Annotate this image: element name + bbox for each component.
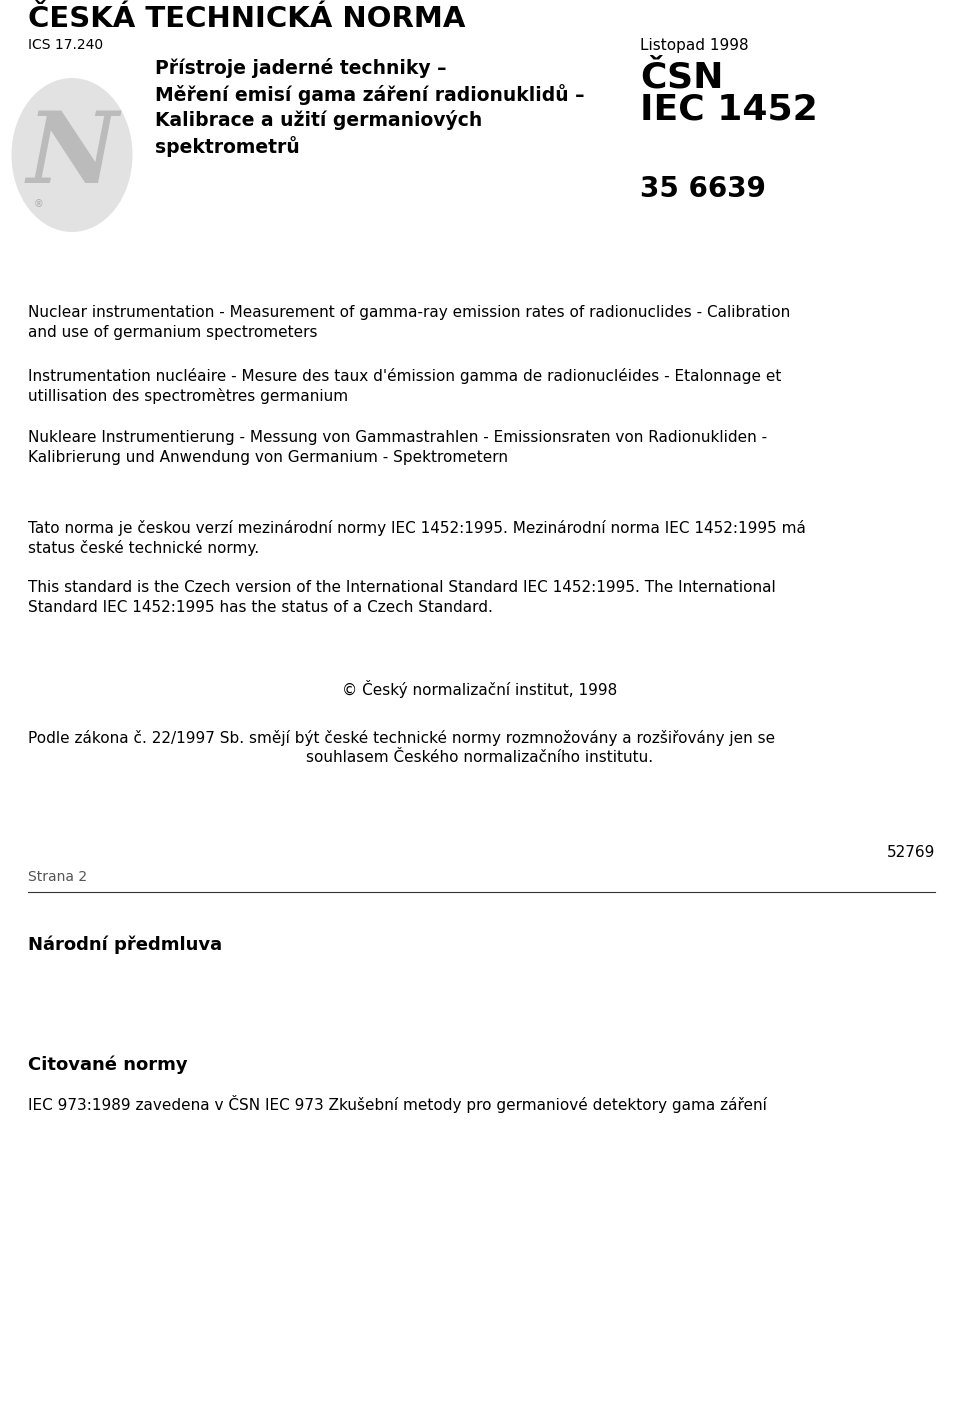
- Text: Tato norma je českou verzí mezinárodní normy IEC 1452:1995. Mezinárodní norma IE: Tato norma je českou verzí mezinárodní n…: [28, 519, 805, 536]
- Text: IEC 1452: IEC 1452: [640, 92, 818, 126]
- Text: Standard IEC 1452:1995 has the status of a Czech Standard.: Standard IEC 1452:1995 has the status of…: [28, 600, 492, 616]
- Text: © Český normalizační institut, 1998: © Český normalizační institut, 1998: [343, 681, 617, 698]
- Text: ČESKÁ TECHNICKÁ NORMA: ČESKÁ TECHNICKÁ NORMA: [28, 6, 466, 33]
- Text: N: N: [26, 106, 118, 204]
- Text: and use of germanium spectrometers: and use of germanium spectrometers: [28, 325, 318, 340]
- Text: Nukleare Instrumentierung - Messung von Gammastrahlen - Emissionsraten von Radio: Nukleare Instrumentierung - Messung von …: [28, 430, 767, 444]
- Text: Instrumentation nucléaire - Mesure des taux d'émission gamma de radionucléides -: Instrumentation nucléaire - Mesure des t…: [28, 368, 781, 383]
- Text: This standard is the Czech version of the International Standard IEC 1452:1995. : This standard is the Czech version of th…: [28, 580, 776, 594]
- Text: Přístroje jaderné techniky –: Přístroje jaderné techniky –: [155, 58, 446, 78]
- Text: spektrometrů: spektrometrů: [155, 136, 300, 157]
- Text: 52769: 52769: [887, 845, 935, 860]
- Text: status české technické normy.: status české technické normy.: [28, 541, 259, 556]
- Text: ICS 17.240: ICS 17.240: [28, 38, 103, 52]
- Text: 35 6639: 35 6639: [640, 175, 766, 202]
- Text: Národní předmluva: Národní předmluva: [28, 935, 222, 954]
- Text: ČSN: ČSN: [640, 59, 724, 93]
- Text: Podle zákona č. 22/1997 Sb. smějí být české technické normy rozmnožovány a rozši: Podle zákona č. 22/1997 Sb. smějí být če…: [28, 730, 775, 746]
- Text: Měření emisí gama záření radionuklidů –: Měření emisí gama záření radionuklidů –: [155, 83, 585, 105]
- Text: Listopad 1998: Listopad 1998: [640, 38, 749, 52]
- Text: souhlasem Českého normalizačního institutu.: souhlasem Českého normalizačního institu…: [306, 750, 654, 766]
- Text: Strana 2: Strana 2: [28, 870, 87, 884]
- Text: IEC 973:1989 zavedena v ČSN IEC 973 Zkušební metody pro germaniové detektory gam: IEC 973:1989 zavedena v ČSN IEC 973 Zkuš…: [28, 1095, 767, 1114]
- Text: Nuclear instrumentation - Measurement of gamma-ray emission rates of radionuclid: Nuclear instrumentation - Measurement of…: [28, 306, 790, 320]
- Text: Kalibrace a užití germaniových: Kalibrace a užití germaniových: [155, 110, 482, 130]
- Text: ®: ®: [34, 200, 43, 209]
- Ellipse shape: [12, 78, 132, 232]
- Text: utillisation des spectromètres germanium: utillisation des spectromètres germanium: [28, 388, 348, 405]
- Text: Kalibrierung und Anwendung von Germanium - Spektrometern: Kalibrierung und Anwendung von Germanium…: [28, 450, 508, 466]
- Text: Citované normy: Citované normy: [28, 1056, 187, 1074]
